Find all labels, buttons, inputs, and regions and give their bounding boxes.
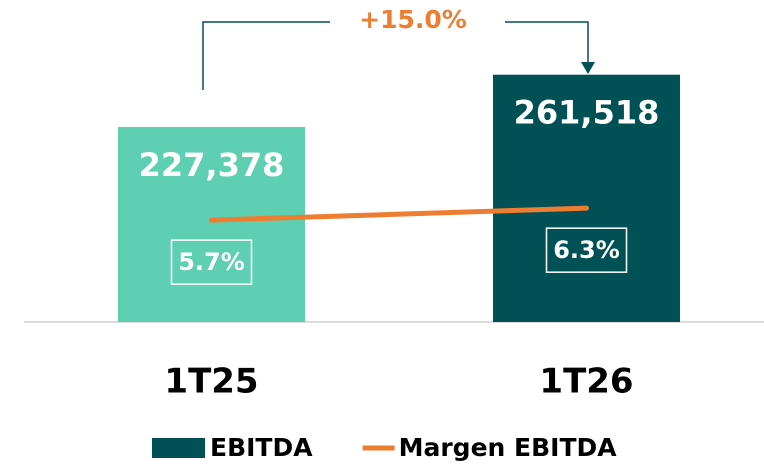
legend-label: Margen EBITDA xyxy=(399,433,618,462)
legend-label: EBITDA xyxy=(210,433,313,462)
change-annotation: +15.0% xyxy=(359,5,467,34)
margin-label-box xyxy=(545,227,628,273)
legend-swatch xyxy=(152,438,205,458)
x-tick-label: 1T25 xyxy=(164,362,258,402)
margin-value-label: 5.7% xyxy=(178,248,245,276)
change-bracket-left xyxy=(202,21,330,90)
bar-value-label: 261,518 xyxy=(514,94,660,132)
bar xyxy=(118,126,305,323)
margin-label-box xyxy=(170,239,253,285)
margin-value-label: 6.3% xyxy=(553,236,620,264)
x-tick-label: 1T26 xyxy=(539,362,633,402)
bar-value-label: 227,378 xyxy=(139,146,285,184)
bar xyxy=(493,74,680,322)
change-bracket-right xyxy=(505,21,589,64)
change-arrow xyxy=(581,62,595,74)
margin-line xyxy=(209,205,589,223)
